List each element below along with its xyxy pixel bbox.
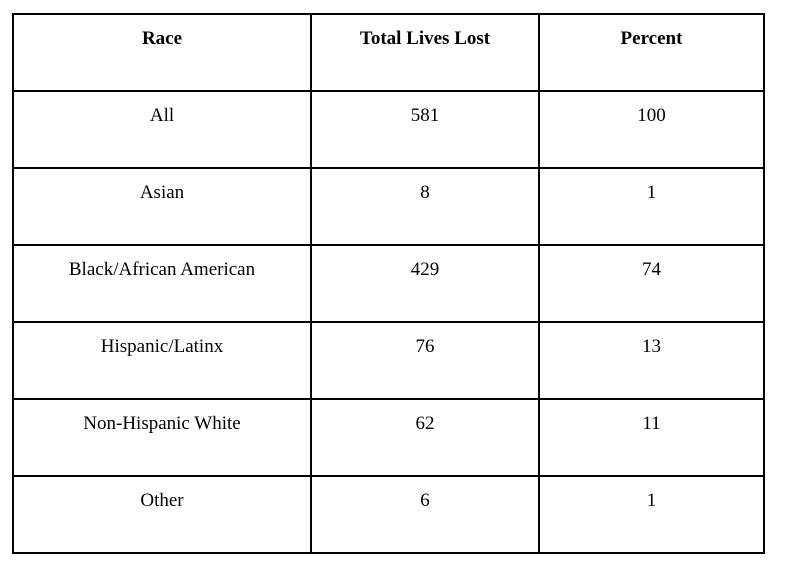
percent-cell: 13 — [538, 321, 765, 400]
race-cell: Black/African American — [12, 244, 312, 323]
column-header-total-lives-lost: Total Lives Lost — [310, 13, 540, 92]
race-cell: Asian — [12, 167, 312, 246]
table-row: Non-Hispanic White 62 11 — [12, 398, 765, 477]
total-lives-lost-cell: 429 — [310, 244, 540, 323]
total-lives-lost-cell: 8 — [310, 167, 540, 246]
total-lives-lost-cell: 581 — [310, 90, 540, 169]
table-row: Asian 8 1 — [12, 167, 765, 246]
race-cell: All — [12, 90, 312, 169]
percent-cell: 11 — [538, 398, 765, 477]
percent-cell: 1 — [538, 475, 765, 554]
column-header-percent: Percent — [538, 13, 765, 92]
table-row: Hispanic/Latinx 76 13 — [12, 321, 765, 400]
total-lives-lost-cell: 62 — [310, 398, 540, 477]
total-lives-lost-cell: 6 — [310, 475, 540, 554]
table-row: Black/African American 429 74 — [12, 244, 765, 323]
percent-cell: 74 — [538, 244, 765, 323]
table-header-row: Race Total Lives Lost Percent — [12, 13, 765, 92]
percent-cell: 100 — [538, 90, 765, 169]
lives-lost-by-race-table: Race Total Lives Lost Percent All 581 10… — [12, 13, 765, 554]
percent-cell: 1 — [538, 167, 765, 246]
race-cell: Hispanic/Latinx — [12, 321, 312, 400]
table-row: Other 6 1 — [12, 475, 765, 554]
table-row: All 581 100 — [12, 90, 765, 169]
race-cell: Other — [12, 475, 312, 554]
column-header-race: Race — [12, 13, 312, 92]
race-cell: Non-Hispanic White — [12, 398, 312, 477]
total-lives-lost-cell: 76 — [310, 321, 540, 400]
